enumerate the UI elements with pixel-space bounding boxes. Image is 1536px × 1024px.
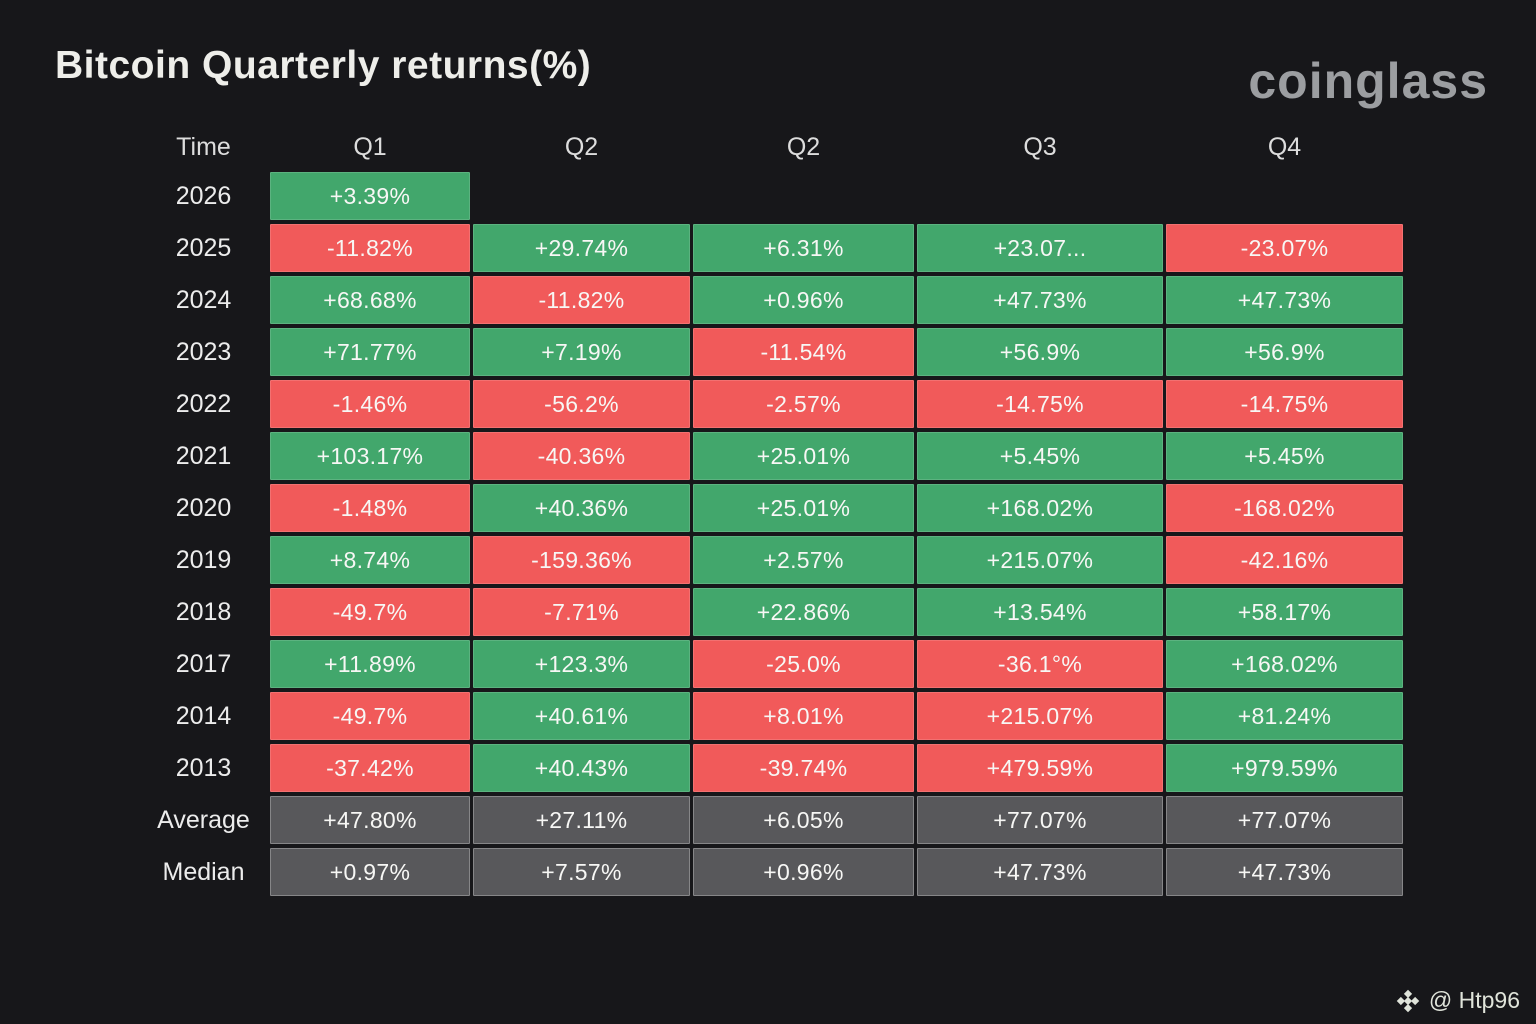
binance-diamond-icon bbox=[1396, 989, 1420, 1013]
return-cell: +47.80% bbox=[270, 796, 470, 844]
return-cell: -14.75% bbox=[917, 380, 1163, 428]
return-cell: +103.17% bbox=[270, 432, 470, 480]
return-cell: -40.36% bbox=[473, 432, 690, 480]
return-cell: -42.16% bbox=[1166, 536, 1403, 584]
return-cell: +479.59% bbox=[917, 744, 1163, 792]
row-label-2021: 2021 bbox=[175, 441, 232, 470]
return-cell: -37.42% bbox=[270, 744, 470, 792]
column-header-q2: Q2 bbox=[564, 132, 599, 161]
row-label-2026: 2026 bbox=[175, 181, 232, 210]
return-cell: +56.9% bbox=[917, 328, 1163, 376]
return-cell: +0.97% bbox=[270, 848, 470, 896]
return-cell: +7.19% bbox=[473, 328, 690, 376]
watermark: @ Htp96 bbox=[1396, 987, 1520, 1014]
return-cell: +71.77% bbox=[270, 328, 470, 376]
row-label-2018: 2018 bbox=[175, 597, 232, 626]
row-label-2020: 2020 bbox=[175, 493, 232, 522]
return-cell: -56.2% bbox=[473, 380, 690, 428]
return-cell: +25.01% bbox=[693, 432, 914, 480]
return-cell: +47.73% bbox=[917, 848, 1163, 896]
page-title: Bitcoin Quarterly returns(%) bbox=[55, 44, 592, 87]
return-cell: +40.61% bbox=[473, 692, 690, 740]
row-label-2013: 2013 bbox=[175, 753, 232, 782]
return-cell: -7.71% bbox=[473, 588, 690, 636]
return-cell: +6.05% bbox=[693, 796, 914, 844]
return-cell: -23.07% bbox=[1166, 224, 1403, 272]
column-header-time: Time bbox=[176, 132, 231, 161]
row-label-2022: 2022 bbox=[175, 389, 232, 418]
return-cell: +25.01% bbox=[693, 484, 914, 532]
return-cell: +8.01% bbox=[693, 692, 914, 740]
row-label-median: Median bbox=[162, 857, 245, 886]
empty-cell bbox=[693, 172, 914, 220]
row-label-2023: 2023 bbox=[175, 337, 232, 366]
return-cell: -168.02% bbox=[1166, 484, 1403, 532]
coinglass-logo: coinglass bbox=[1248, 53, 1488, 109]
return-cell: +58.17% bbox=[1166, 588, 1403, 636]
return-cell: +0.96% bbox=[693, 848, 914, 896]
column-header-q1: Q1 bbox=[353, 132, 387, 161]
empty-cell bbox=[1166, 172, 1403, 220]
return-cell: +3.39% bbox=[270, 172, 470, 220]
row-label-2014: 2014 bbox=[175, 701, 232, 730]
return-cell: +168.02% bbox=[1166, 640, 1403, 688]
row-label-2019: 2019 bbox=[175, 545, 232, 574]
return-cell: +168.02% bbox=[917, 484, 1163, 532]
returns-grid: Time Q1 Q2 Q2 Q3 Q4 2026 +3.39% 2025 -11.82… bbox=[140, 126, 1403, 896]
return-cell: -159.36% bbox=[473, 536, 690, 584]
return-cell: +8.74% bbox=[270, 536, 470, 584]
return-cell: -2.57% bbox=[693, 380, 914, 428]
return-cell: +5.45% bbox=[1166, 432, 1403, 480]
return-cell: +215.07% bbox=[917, 536, 1163, 584]
quarterly-returns-table: Time Q1 Q2 Q2 Q3 Q4 2026 +3.39% 2025 -11.82… bbox=[140, 126, 1403, 896]
return-cell: -14.75% bbox=[1166, 380, 1403, 428]
return-cell: +11.89% bbox=[270, 640, 470, 688]
return-cell: +56.9% bbox=[1166, 328, 1403, 376]
return-cell: +979.59% bbox=[1166, 744, 1403, 792]
return-cell: +2.57% bbox=[693, 536, 914, 584]
return-cell: +6.31% bbox=[693, 224, 914, 272]
row-label-average: Average bbox=[157, 805, 250, 834]
return-cell: -36.1°% bbox=[917, 640, 1163, 688]
row-label-2025: 2025 bbox=[175, 233, 232, 262]
row-label-2024: 2024 bbox=[175, 285, 232, 314]
return-cell: +0.96% bbox=[693, 276, 914, 324]
return-cell: +77.07% bbox=[1166, 796, 1403, 844]
return-cell: +5.45% bbox=[917, 432, 1163, 480]
return-cell: +13.54% bbox=[917, 588, 1163, 636]
return-cell: -11.54% bbox=[693, 328, 914, 376]
return-cell: +47.73% bbox=[917, 276, 1163, 324]
return-cell: +7.57% bbox=[473, 848, 690, 896]
return-cell: +68.68% bbox=[270, 276, 470, 324]
return-cell: +47.73% bbox=[1166, 848, 1403, 896]
empty-cell bbox=[917, 172, 1163, 220]
return-cell: +40.36% bbox=[473, 484, 690, 532]
return-cell: +23.07... bbox=[917, 224, 1163, 272]
return-cell: +29.74% bbox=[473, 224, 690, 272]
return-cell: +123.3% bbox=[473, 640, 690, 688]
return-cell: +22.86% bbox=[693, 588, 914, 636]
empty-cell bbox=[473, 172, 690, 220]
return-cell: +27.11% bbox=[473, 796, 690, 844]
column-header-q3: Q3 bbox=[1023, 132, 1057, 161]
return-cell: +47.73% bbox=[1166, 276, 1403, 324]
watermark-handle: @ Htp96 bbox=[1428, 987, 1520, 1013]
return-cell: -49.7% bbox=[270, 588, 470, 636]
return-cell: -25.0% bbox=[693, 640, 914, 688]
return-cell: +77.07% bbox=[917, 796, 1163, 844]
return-cell: -11.82% bbox=[270, 224, 470, 272]
column-header-q2b: Q2 bbox=[786, 132, 821, 161]
column-header-q4: Q4 bbox=[1267, 132, 1302, 161]
row-label-2017: 2017 bbox=[175, 649, 232, 678]
return-cell: -49.7% bbox=[270, 692, 470, 740]
return-cell: +215.07% bbox=[917, 692, 1163, 740]
return-cell: -1.48% bbox=[270, 484, 470, 532]
return-cell: -1.46% bbox=[270, 380, 470, 428]
return-cell: -11.82% bbox=[473, 276, 690, 324]
return-cell: +40.43% bbox=[473, 744, 690, 792]
return-cell: +81.24% bbox=[1166, 692, 1403, 740]
return-cell: -39.74% bbox=[693, 744, 914, 792]
